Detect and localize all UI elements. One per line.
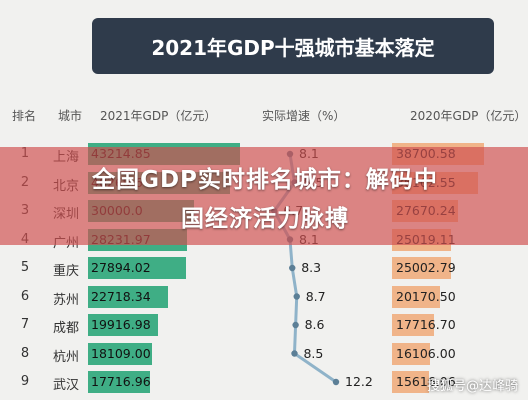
city-cell: 重庆 [52,264,79,279]
gdp-2021-bar [88,314,159,336]
gdp-2021-label: 19916.98 [91,317,151,332]
gdp-2020-label: 15616.06 [396,374,456,389]
rank-cell: 7 [20,317,30,332]
gdp-2020-bar [392,257,452,279]
header-rank: 排名 [12,109,37,123]
growth-point [332,378,340,386]
rank-cell: 5 [20,260,30,275]
gdp-2020-label: 25002.79 [396,260,456,275]
gdp-2021-bar [88,342,152,365]
gdp-2021-label: 18109.00 [91,345,151,361]
growth-label: 8.3 [301,260,322,275]
growth-label: 12.2 [345,374,373,389]
growth-label: 8.7 [305,288,326,304]
growth-point [291,350,298,357]
chart-title: 2021年GDP十强城市基本落定 [92,18,494,74]
gdp-2020-bar [392,314,435,336]
city-cell: 成都 [52,321,79,336]
gdp-2021-label: 27894.02 [91,260,151,275]
headline-line-1: 全国GDP实时排名城市：解码中 [92,167,438,193]
growth-point [289,264,296,272]
gdp-2021-label: 17716.96 [91,374,151,389]
gdp-2021-bar [88,285,168,308]
headline-line-2: 国经济活力脉搏 [181,206,349,232]
header-gdp-2020: 2020年GDP（亿元） [410,109,527,123]
gdp-2020-label: 16106.00 [396,345,456,361]
gdp-2021-bar [88,257,187,279]
headline-banner [0,147,528,245]
header-growth: 实际增速（%） [262,109,346,123]
city-cell: 苏州 [52,292,79,308]
watermark: 搜狐号@达峰骑 [426,379,518,394]
header-city: 城市 [58,109,83,123]
rank-cell: 8 [20,345,30,361]
city-cell: 武汉 [52,378,79,393]
gdp-2021-bar [88,371,151,393]
city-cell: 杭州 [52,349,79,365]
growth-label: 8.6 [304,317,325,332]
gdp-2020-bar [392,285,440,308]
gdp-2021-label: 22718.34 [91,288,151,304]
rank-cell: 9 [20,374,30,389]
gdp-2020-label: 17716.70 [396,317,456,332]
growth-point [292,321,299,329]
growth-label: 8.5 [303,345,324,361]
gdp-2020-bar [392,342,431,365]
growth-point [293,293,300,300]
gdp-2020-bar [392,371,430,393]
gdp-2020-label: 20170.50 [396,288,456,304]
header-gdp-2021: 2021年GDP（亿元） [100,109,217,123]
rank-cell: 6 [20,288,30,304]
